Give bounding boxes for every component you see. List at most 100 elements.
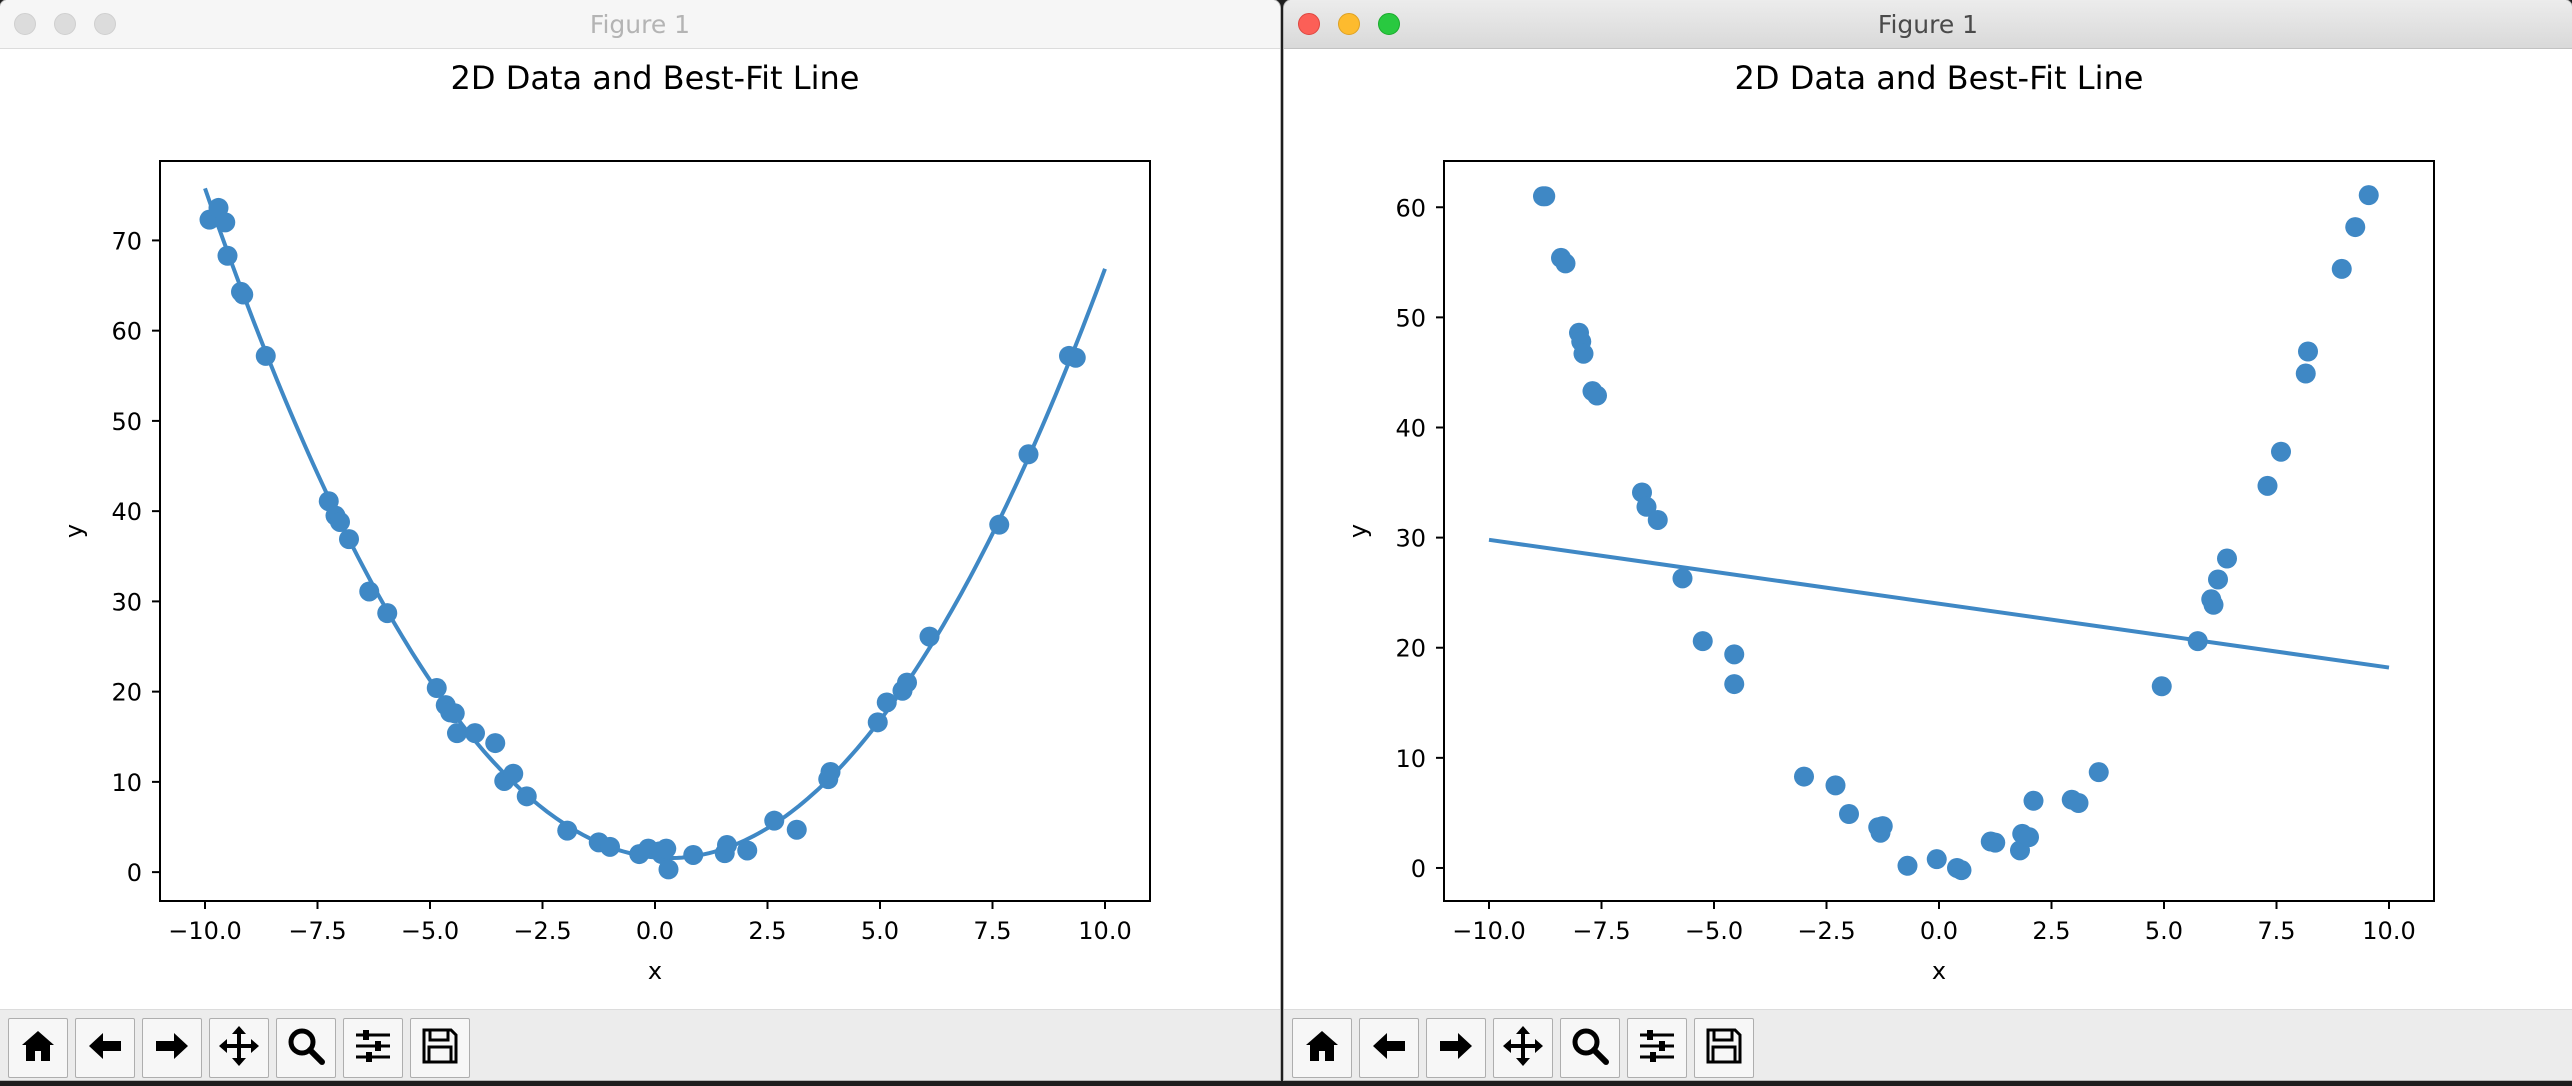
floppy-disk-icon: [418, 1024, 462, 1072]
data-point: [330, 511, 350, 532]
data-point: [717, 835, 737, 856]
move-icon: [217, 1024, 261, 1072]
data-point: [897, 672, 917, 693]
zoom-button[interactable]: [276, 1018, 336, 1078]
data-point: [2208, 569, 2228, 590]
data-point: [1985, 832, 2006, 853]
data-point: [2187, 631, 2208, 652]
data-point: [1926, 849, 1947, 870]
data-point: [1587, 385, 1607, 406]
data-point: [1839, 804, 1859, 825]
y-tick-label: 60: [111, 318, 142, 346]
data-point: [2345, 217, 2366, 238]
data-point: [1672, 568, 1693, 589]
minimize-window-button[interactable]: [1338, 13, 1360, 35]
data-point: [2088, 762, 2109, 783]
forward-button[interactable]: [1426, 1018, 1486, 1078]
data-point: [447, 723, 467, 744]
pan-button[interactable]: [209, 1018, 269, 1078]
data-point: [1825, 775, 1846, 796]
navigation-toolbar: [0, 1009, 1280, 1080]
data-point: [1647, 509, 1668, 530]
data-point: [377, 603, 398, 624]
x-tick-label: 2.5: [2032, 917, 2070, 945]
back-button[interactable]: [1359, 1018, 1419, 1078]
close-window-button[interactable]: [14, 13, 36, 35]
save-button[interactable]: [1694, 1018, 1754, 1078]
data-point: [989, 514, 1010, 535]
data-point: [233, 284, 254, 305]
y-tick-label: 20: [111, 679, 142, 707]
x-tick-label: −10.0: [1452, 917, 1526, 945]
data-point: [339, 529, 359, 550]
x-tick-label: 0.0: [1920, 917, 1958, 945]
y-tick-label: 50: [1395, 304, 1426, 332]
data-point: [1535, 186, 1556, 207]
data-point: [2151, 676, 2172, 697]
sliders-icon: [1635, 1024, 1679, 1072]
y-tick-label: 0: [127, 859, 142, 887]
x-tick-label: 5.0: [2145, 917, 2183, 945]
data-point: [557, 820, 578, 841]
y-tick-label: 10: [111, 769, 142, 797]
arrow-right-icon: [150, 1024, 194, 1072]
home-button[interactable]: [8, 1018, 68, 1078]
data-point: [2257, 475, 2278, 496]
zoom-button[interactable]: [1560, 1018, 1620, 1078]
data-point: [2023, 790, 2044, 811]
figure-canvas[interactable]: 2D Data and Best-Fit Line −10.0 −7.5 −5.0 −2…: [1284, 49, 2572, 1009]
data-point: [737, 840, 758, 861]
title-bar[interactable]: Figure 1: [1284, 0, 2572, 49]
window-title: Figure 1: [589, 10, 691, 39]
save-button[interactable]: [410, 1018, 470, 1078]
x-tick-label: −7.5: [1572, 917, 1630, 945]
configure-subplots-button[interactable]: [1627, 1018, 1687, 1078]
title-bar[interactable]: Figure 1: [0, 0, 1280, 49]
figure-window-left: Figure 1 2D Data and Best-Fit Line −10.0 −…: [0, 0, 1280, 1080]
data-point: [658, 859, 679, 880]
data-point: [2271, 441, 2291, 462]
chart-title: 2D Data and Best-Fit Line: [451, 59, 860, 97]
close-window-button[interactable]: [1298, 13, 1320, 35]
data-point: [2295, 363, 2316, 384]
home-icon: [16, 1024, 60, 1072]
x-tick-label: −10.0: [168, 917, 242, 945]
data-point: [2203, 594, 2224, 615]
minimize-window-button[interactable]: [54, 13, 76, 35]
data-point: [1897, 855, 1918, 876]
zoom-window-button[interactable]: [1378, 13, 1400, 35]
y-tick-label: 40: [111, 498, 142, 526]
data-point: [1573, 343, 1594, 364]
zoom-window-button[interactable]: [94, 13, 116, 35]
pan-button[interactable]: [1493, 1018, 1553, 1078]
data-point: [867, 712, 888, 733]
data-point: [1872, 816, 1893, 837]
data-point: [444, 703, 465, 724]
y-axis-label: y: [60, 524, 88, 538]
figure-window-right: Figure 1 2D Data and Best-Fit Line −10.0 −…: [1284, 0, 2572, 1080]
move-icon: [1501, 1024, 1545, 1072]
home-button[interactable]: [1292, 1018, 1352, 1078]
data-point: [764, 810, 785, 831]
data-point: [503, 763, 524, 784]
data-point: [683, 844, 704, 865]
x-tick-label: 2.5: [748, 917, 786, 945]
data-point: [516, 786, 537, 807]
x-tick-label: −2.5: [1797, 917, 1855, 945]
y-tick-label: 30: [111, 588, 142, 616]
data-point: [2217, 548, 2237, 569]
home-icon: [1300, 1024, 1344, 1072]
y-tick-label: 40: [1395, 414, 1426, 442]
arrow-right-icon: [1434, 1024, 1478, 1072]
data-point: [876, 692, 897, 713]
configure-subplots-button[interactable]: [343, 1018, 403, 1078]
data-point: [2358, 185, 2379, 206]
y-axis-label: y: [1344, 524, 1372, 538]
figure-canvas[interactable]: 2D Data and Best-Fit Line −10.0 −7.5 −5.0 −2…: [0, 49, 1280, 1009]
back-button[interactable]: [75, 1018, 135, 1078]
arrow-left-icon: [83, 1024, 127, 1072]
y-tick-label: 60: [1395, 194, 1426, 222]
forward-button[interactable]: [142, 1018, 202, 1078]
chart-figure[interactable]: 2D Data and Best-Fit Line −10.0 −7.5 −5.0 −2…: [0, 49, 1280, 1009]
chart-figure[interactable]: 2D Data and Best-Fit Line −10.0 −7.5 −5.0 −2…: [1284, 49, 2572, 1009]
